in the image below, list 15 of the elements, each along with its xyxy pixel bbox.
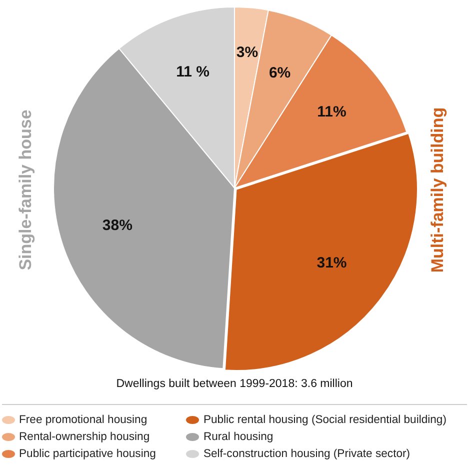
data-label: 11 % xyxy=(176,63,210,80)
text: Dwellings built between 1999-2018: 3.6 million xyxy=(115,378,354,390)
data-label: 31% xyxy=(316,254,347,272)
legend-label: Rural housing xyxy=(203,430,274,442)
data-label: 6% xyxy=(268,64,291,82)
legend-label: Free promotional housing xyxy=(19,414,148,426)
data-label: 3% xyxy=(236,44,258,61)
data-label: 38% xyxy=(102,217,132,234)
legend-label: Self-construction housing (Private sector) xyxy=(203,448,410,460)
data-label: 11% xyxy=(317,104,346,121)
text: Multi-family building xyxy=(428,107,448,273)
legend-label: Public rental housing (Social residential building) xyxy=(203,414,446,426)
legend-label: Public participative housing xyxy=(19,448,156,460)
legend-label: Rental-ownership housing xyxy=(19,430,150,442)
text: Single-family house xyxy=(16,110,36,270)
